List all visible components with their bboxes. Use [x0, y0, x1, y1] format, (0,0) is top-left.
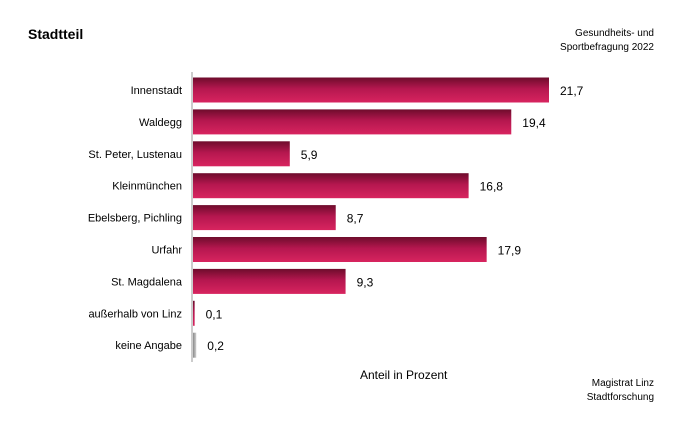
survey-source-line-1: Gesundheits- und: [575, 28, 654, 39]
bar: [193, 205, 336, 231]
bar: [193, 237, 487, 262]
category-label: St. Peter, Lustenau: [88, 149, 182, 161]
value-label: 17,9: [498, 244, 522, 258]
value-label: 19,4: [522, 116, 546, 130]
value-label: 0,1: [206, 307, 223, 321]
chart-title: Stadtteil: [28, 26, 84, 42]
bar: [193, 332, 197, 358]
category-label: Kleinmünchen: [112, 181, 182, 193]
bar: [193, 173, 469, 199]
value-label: 16,8: [480, 180, 504, 194]
category-label: St. Magdalena: [111, 276, 183, 288]
category-label: Innenstadt: [131, 85, 182, 97]
value-label: 0,2: [207, 339, 224, 353]
bar: [193, 300, 195, 326]
category-label: keine Angabe: [115, 340, 182, 352]
credit-line-1: Magistrat Linz: [591, 378, 654, 389]
credit-line-2: Stadtforschung: [586, 392, 654, 403]
value-label: 9,3: [357, 275, 374, 289]
survey-source-line-2: Sportbefragung 2022: [560, 42, 654, 53]
value-label: 8,7: [347, 212, 364, 226]
bar: [193, 77, 549, 103]
value-label: 5,9: [301, 148, 318, 162]
category-label: Ebelsberg, Pichling: [88, 213, 182, 225]
category-label: Urfahr: [151, 245, 182, 257]
value-label: 21,7: [560, 84, 584, 98]
x-axis-label: Anteil in Prozent: [360, 368, 448, 382]
bar: [193, 109, 512, 135]
category-label: außerhalb von Linz: [88, 308, 182, 320]
bar: [193, 268, 346, 294]
category-label: Waldegg: [139, 117, 182, 129]
survey-source: Gesundheits- und Sportbefragung 2022: [560, 27, 654, 55]
bar: [193, 141, 290, 167]
credit: Magistrat Linz Stadtforschung: [587, 377, 654, 405]
